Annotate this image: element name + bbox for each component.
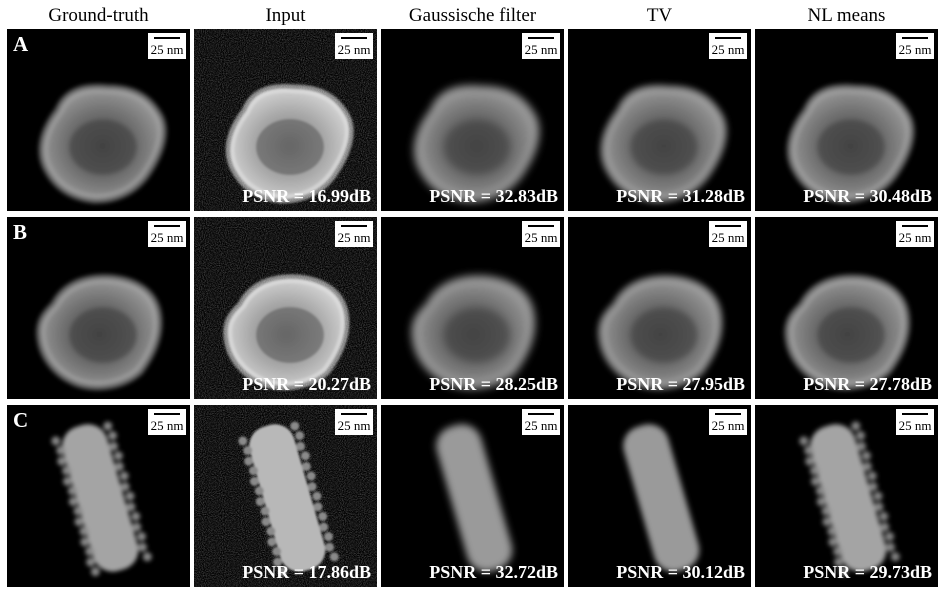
scale-bar-label: 25 nm [898,418,932,433]
scale-bar-label: 25 nm [711,418,745,433]
column-header: Gaussische filter [408,5,537,26]
image-panel: 25 nm B [7,217,190,399]
scale-bar: 25 nm [522,221,560,247]
scale-bar: 25 nm [148,221,186,247]
scale-bar-line [715,37,741,39]
image-panel: 25 nm PSNR = 20.27dB [194,217,377,399]
scale-bar-label: 25 nm [898,42,932,57]
scale-bar-label: 25 nm [711,230,745,245]
scale-bar-label: 25 nm [150,418,184,433]
psnr-value: PSNR = 28.25dB [429,374,558,394]
particle-image [410,274,537,391]
scale-bar-label: 25 nm [524,230,558,245]
psnr-value: PSNR = 27.95dB [616,374,745,394]
psnr-value: PSNR = 16.99dB [242,186,371,206]
image-panel: 25 nm PSNR = 32.72dB [381,405,564,587]
scale-bar-line [902,225,928,227]
scale-bar-label: 25 nm [150,42,184,57]
scale-bar-label: 25 nm [337,42,371,57]
scale-bar: 25 nm [896,409,934,435]
particle-image [623,424,700,572]
psnr-value: PSNR = 30.12dB [616,562,745,582]
scale-bar: 25 nm [148,409,186,435]
scale-bar-line [154,413,180,415]
psnr-value: PSNR = 32.83dB [429,186,558,206]
particle-image [597,274,724,391]
image-panel: 25 nm PSNR = 32.83dB [381,29,564,211]
scale-bar-label: 25 nm [711,42,745,57]
scale-bar-line [715,413,741,415]
particle-image [412,84,541,204]
scale-bar: 25 nm [896,33,934,59]
column-header: Input [265,5,306,26]
row-label: B [13,220,28,244]
psnr-value: PSNR = 30.48dB [803,186,932,206]
column-header: NL means [807,5,886,26]
image-panel: 25 nm PSNR = 30.12dB [568,405,751,587]
scale-bar: 25 nm [522,33,560,59]
psnr-value: PSNR = 27.78dB [803,374,932,394]
image-panel: 25 nm PSNR = 31.28dB [568,29,751,211]
scale-bar: 25 nm [148,33,186,59]
image-panel: 25 nm PSNR = 16.99dB [194,29,377,211]
scale-bar: 25 nm [709,221,747,247]
scale-bar-line [154,225,180,227]
scale-bar: 25 nm [709,33,747,59]
psnr-value: PSNR = 29.73dB [803,562,932,582]
scale-bar-line [528,225,554,227]
scale-bar-line [341,225,367,227]
scale-bar-line [715,225,741,227]
image-panel: 25 nm PSNR = 17.86dB [194,405,377,587]
scale-bar-label: 25 nm [898,230,932,245]
image-panel: 25 nm C [7,405,190,587]
image-panel: 25 nm PSNR = 28.25dB [381,217,564,399]
scale-bar-label: 25 nm [337,418,371,433]
particle-image [599,84,728,204]
image-panel: 25 nm PSNR = 27.95dB [568,217,751,399]
image-panel: 25 nm PSNR = 27.78dB [755,217,938,399]
scale-bar-line [154,37,180,39]
psnr-value: PSNR = 31.28dB [616,186,745,206]
scale-bar-line [341,37,367,39]
scale-bar-line [902,413,928,415]
scale-bar-line [528,37,554,39]
column-header: TV [646,5,673,26]
scale-bar-label: 25 nm [524,418,558,433]
psnr-value: PSNR = 32.72dB [429,562,558,582]
column-header: Ground-truth [48,5,149,26]
scale-bar: 25 nm [896,221,934,247]
image-panel: 25 nm PSNR = 30.48dB [755,29,938,211]
scale-bar-line [341,413,367,415]
scale-bar-label: 25 nm [337,230,371,245]
image-panel: 25 nm PSNR = 29.73dB [755,405,938,587]
scale-bar-line [528,413,554,415]
scale-bar: 25 nm [522,409,560,435]
row-label: A [13,32,29,56]
scale-bar-line [902,37,928,39]
scale-bar-label: 25 nm [150,230,184,245]
scale-bar-label: 25 nm [524,42,558,57]
scale-bar: 25 nm [335,221,373,247]
psnr-value: PSNR = 17.86dB [242,562,371,582]
row-label: C [13,408,29,432]
scale-bar: 25 nm [335,409,373,435]
psnr-value: PSNR = 20.27dB [242,374,371,394]
scale-bar: 25 nm [709,409,747,435]
particle-image [436,424,513,572]
image-panel: 25 nm A [7,29,190,211]
scale-bar: 25 nm [335,33,373,59]
